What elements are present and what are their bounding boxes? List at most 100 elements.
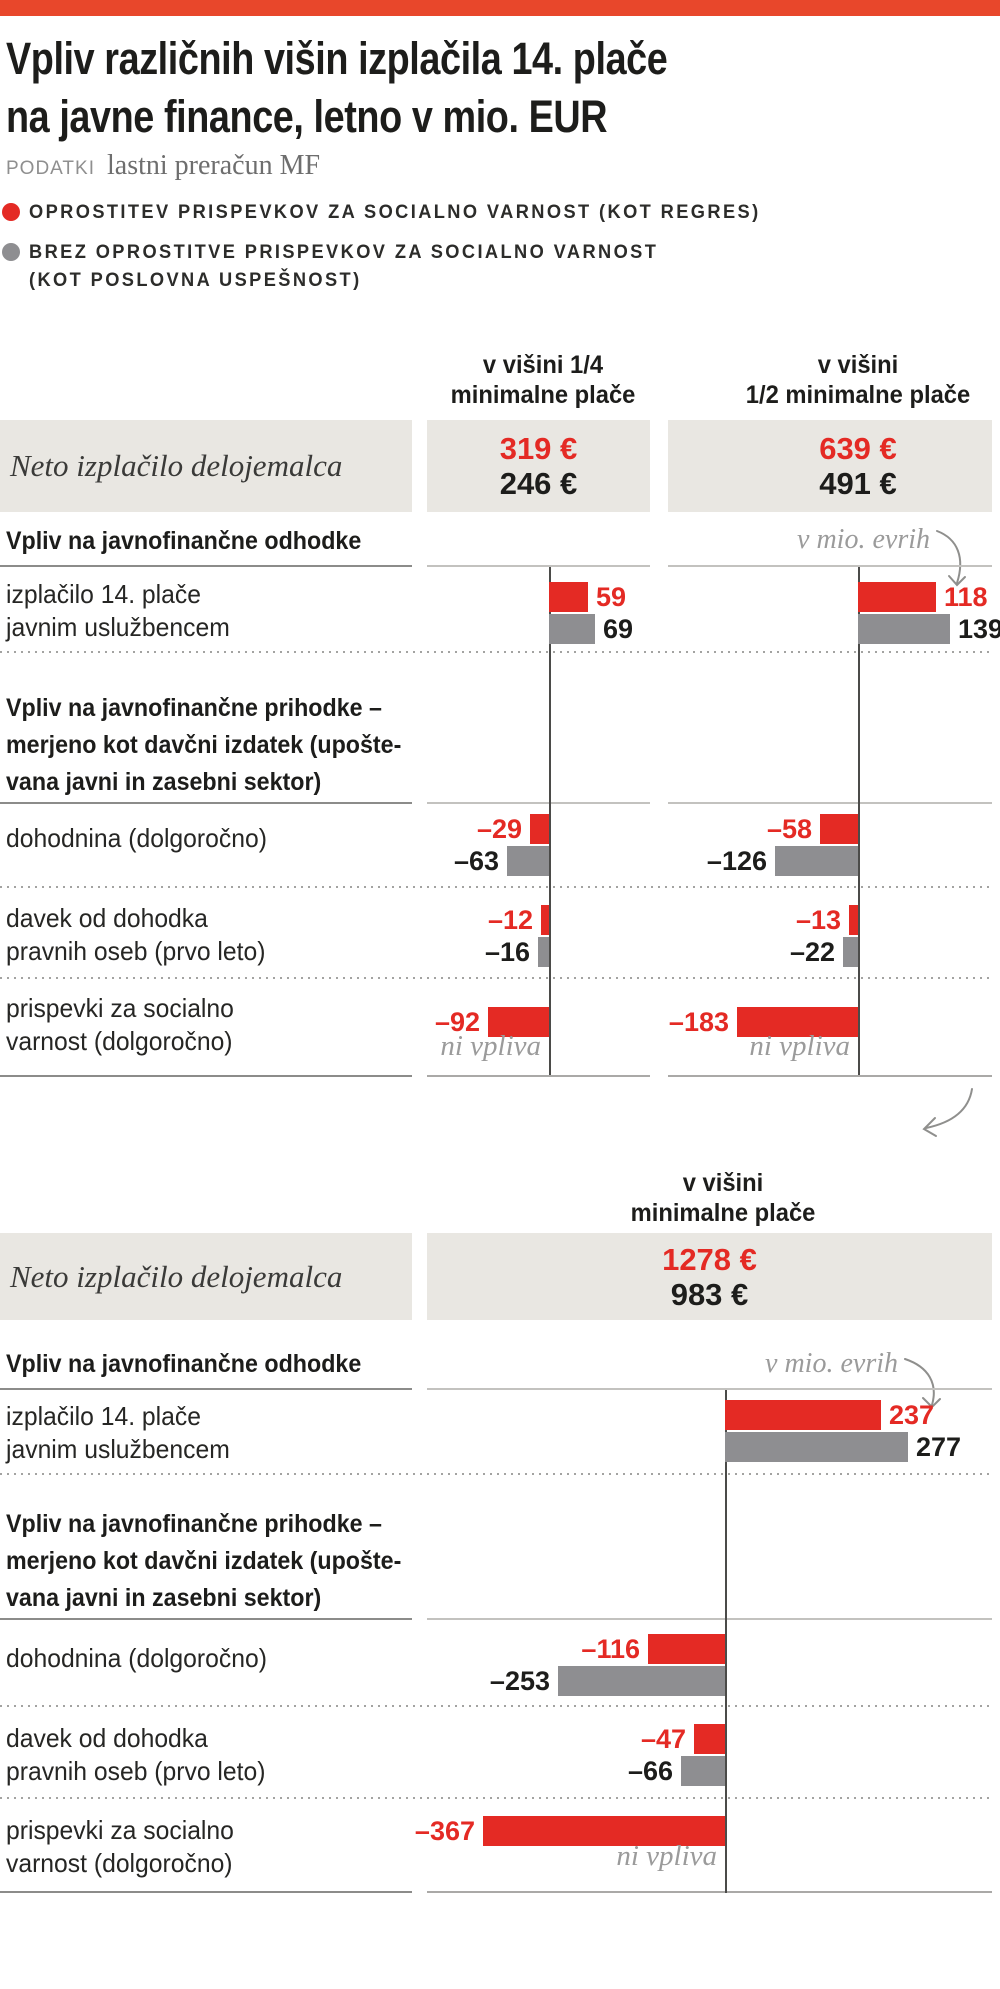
column-header-full: v višini minimalne plače bbox=[581, 1168, 866, 1228]
chart-area-half: 118 139 –58 –126 –13 –22 –183 ni vpliva bbox=[668, 567, 1000, 1075]
row-label-line: prispevki za socialno bbox=[6, 993, 234, 1023]
net-value-gray: 246 € bbox=[499, 466, 578, 501]
bar-value-label: 237 bbox=[889, 1400, 935, 1430]
bar-gray bbox=[843, 937, 858, 967]
dotted-divider-line bbox=[0, 1797, 992, 1799]
curved-arrow-icon bbox=[904, 1358, 941, 1409]
net-payout-band-half: 639 € 491 € bbox=[668, 420, 992, 512]
legend-item-label: BREZ OPROSTITVE PRISPEVKOV ZA SOCIALNO V… bbox=[29, 239, 658, 295]
legend-dot-red-icon bbox=[2, 203, 20, 221]
section-divider-line bbox=[427, 1618, 992, 1620]
legend-item-red: OPROSTITEV PRISPEVKOV ZA SOCIALNO VARNOS… bbox=[2, 199, 791, 227]
row-label-line: davek od dohodka bbox=[6, 1723, 208, 1753]
net-payout-band: Neto izplačilo delojemalca bbox=[0, 420, 412, 512]
page-title-line2: na javne finance, letno v mio. EUR bbox=[6, 91, 608, 142]
no-impact-note: ni vpliva bbox=[749, 1030, 850, 1062]
section-divider-line bbox=[0, 802, 412, 804]
section-header-line: merjeno kot davčni izdatek (upošte- bbox=[6, 1547, 402, 1575]
net-value-gray: 491 € bbox=[819, 466, 897, 501]
row-label: davek od dohodka pravnih oseb (prvo leto… bbox=[6, 1722, 265, 1788]
bar-value-label: –183 bbox=[668, 1007, 729, 1037]
row-label: davek od dohodka pravnih oseb (prvo leto… bbox=[6, 902, 265, 968]
bar-gray bbox=[775, 846, 858, 876]
row-label-line: dohodnina (dolgoročno) bbox=[6, 823, 267, 853]
bar-red bbox=[737, 1007, 858, 1037]
unit-note: v mio. evrih bbox=[797, 524, 930, 555]
section-transition-arrow-icon bbox=[922, 1088, 973, 1137]
section-divider-line bbox=[668, 802, 992, 804]
row-label-line: pravnih oseb (prvo leto) bbox=[6, 1756, 266, 1786]
section-divider-line bbox=[668, 1075, 992, 1077]
bar-value-label: –13 bbox=[795, 905, 841, 935]
dotted-divider-line bbox=[0, 1473, 992, 1475]
legend-item-label-line2: (KOT POSLOVNA USPEŠNOST) bbox=[29, 270, 362, 291]
row-label-line: pravnih oseb (prvo leto) bbox=[6, 936, 266, 966]
net-payout-band: Neto izplačilo delojemalca bbox=[0, 1233, 412, 1320]
bar-value-label: –58 bbox=[766, 814, 812, 844]
bar-gray bbox=[549, 614, 595, 644]
dotted-divider-line bbox=[0, 1705, 992, 1707]
row-label-line: prispevki za socialno bbox=[6, 1815, 234, 1845]
bar-red bbox=[483, 1816, 725, 1846]
bar-value-label: 139 bbox=[958, 614, 1000, 644]
section-divider-line bbox=[0, 1388, 412, 1390]
row-label: dohodnina (dolgoročno) bbox=[6, 822, 267, 855]
net-payout-band-full: 1278 € 983 € bbox=[427, 1233, 992, 1320]
section-divider-line bbox=[0, 1075, 412, 1077]
bar-value-label: –47 bbox=[640, 1724, 686, 1754]
section-header-line: Vpliv na javnofinančne prihodke – bbox=[6, 694, 382, 722]
column-header-line: minimalne plače bbox=[450, 381, 636, 409]
section-header-line: vana javni in zasebni sektor) bbox=[6, 768, 322, 796]
bar-value-label: –253 bbox=[489, 1666, 550, 1696]
section-divider-line bbox=[427, 1388, 992, 1390]
axis-line bbox=[725, 1390, 727, 1893]
top-accent-bar bbox=[0, 0, 1000, 16]
section-header-line: vana javni in zasebni sektor) bbox=[6, 1584, 322, 1612]
chart-area-full: 237 277 –116 –253 –47 –66 –367 ni vpliva bbox=[415, 1390, 992, 1893]
section-divider-line bbox=[0, 1891, 412, 1893]
bar-red bbox=[648, 1634, 725, 1664]
bar-red bbox=[858, 582, 936, 612]
column-header-line: v višini 1/4 bbox=[482, 351, 604, 379]
column-header-line: v višini bbox=[817, 351, 899, 379]
section-header-expenses: Vpliv na javnofinančne odhodke bbox=[6, 1350, 362, 1378]
section-divider-line bbox=[0, 565, 412, 567]
bar-red bbox=[549, 582, 588, 612]
section-header-expenses: Vpliv na javnofinančne odhodke bbox=[6, 527, 362, 555]
row-label-line: javnim uslužbencem bbox=[6, 1434, 230, 1464]
legend-dot-gray-icon bbox=[2, 243, 20, 261]
net-value-red: 639 € bbox=[819, 431, 897, 466]
legend-item-label-line1: BREZ OPROSTITVE PRISPEVKOV ZA SOCIALNO V… bbox=[29, 242, 659, 263]
page-title: Vpliv različnih višin izplačila 14. plač… bbox=[6, 30, 668, 146]
net-payout-row-label: Neto izplačilo delojemalca bbox=[10, 1259, 343, 1294]
bar-value-label: –63 bbox=[453, 846, 499, 876]
source-line: PODATKI lastni preračun MF bbox=[6, 150, 320, 182]
section-divider-line bbox=[427, 802, 650, 804]
section-header-line: Vpliv na javnofinančne prihodke – bbox=[6, 1510, 382, 1538]
bar-value-label: 118 bbox=[944, 582, 988, 612]
net-payout-row-label: Neto izplačilo delojemalca bbox=[10, 448, 343, 483]
row-label-line: izplačilo 14. plače bbox=[6, 1401, 201, 1431]
section-divider-line bbox=[427, 1075, 650, 1077]
section-divider-line bbox=[427, 1891, 992, 1893]
bar-gray bbox=[725, 1432, 908, 1462]
legend-item-label: OPROSTITEV PRISPEVKOV ZA SOCIALNO VARNOS… bbox=[29, 202, 761, 223]
row-label-line: dohodnina (dolgoročno) bbox=[6, 1643, 267, 1673]
bar-value-label: 59 bbox=[596, 582, 627, 612]
net-value-red: 1278 € bbox=[662, 1242, 757, 1277]
bar-gray bbox=[507, 846, 549, 876]
bar-red bbox=[530, 814, 549, 844]
column-header-line: v višini bbox=[682, 1169, 764, 1197]
section-header-revenues: Vpliv na javnofinančne prihodke – merjen… bbox=[6, 690, 401, 801]
row-label-line: izplačilo 14. plače bbox=[6, 579, 201, 609]
bar-value-label: 69 bbox=[603, 614, 634, 644]
bar-red bbox=[849, 905, 858, 935]
row-label: prispevki za socialno varnost (dolgoročn… bbox=[6, 992, 234, 1058]
dotted-divider-line bbox=[0, 977, 992, 979]
bar-gray bbox=[858, 614, 950, 644]
column-header-line: minimalne plače bbox=[630, 1199, 816, 1227]
bar-value-label: 277 bbox=[916, 1432, 962, 1462]
net-value-red: 319 € bbox=[499, 431, 578, 466]
section-divider-line bbox=[427, 565, 650, 567]
